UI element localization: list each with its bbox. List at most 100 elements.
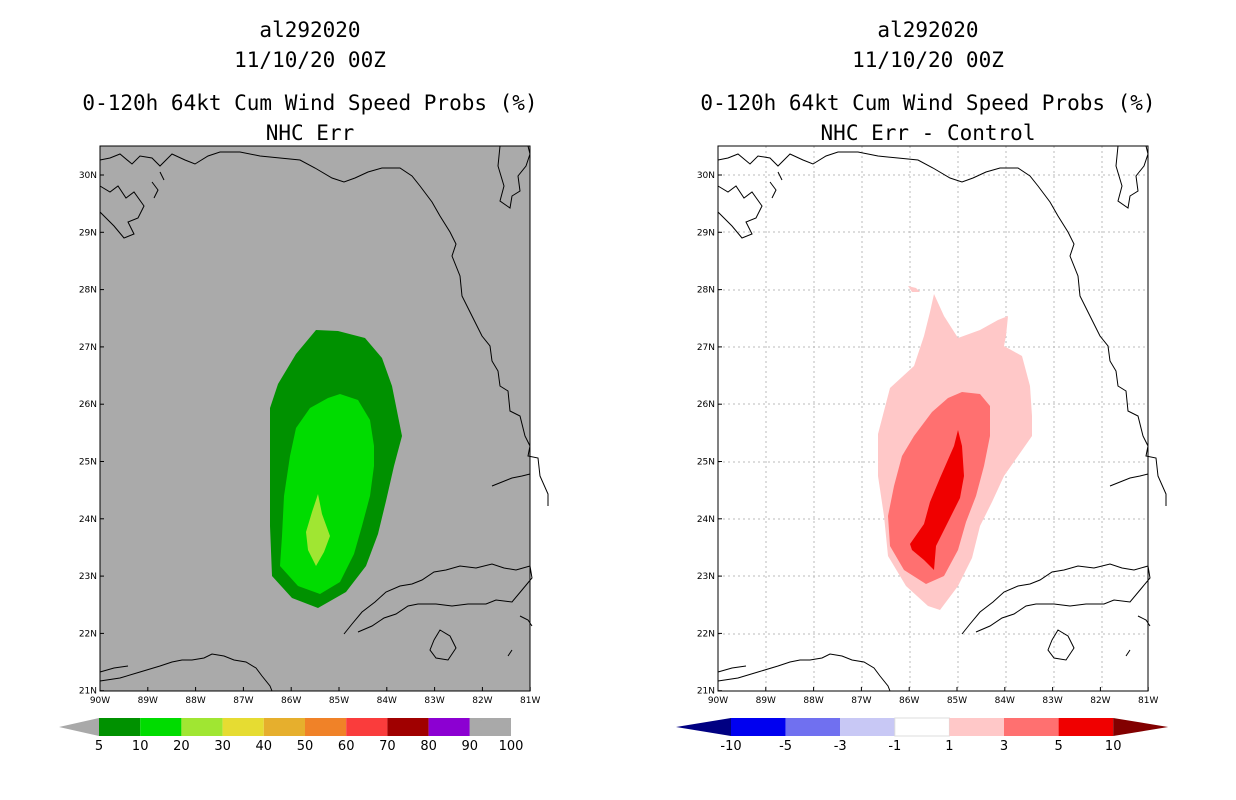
right-lat-label: 25N — [697, 458, 715, 468]
right-lon-label: 83W — [1042, 696, 1062, 706]
right-lat-label: 23N — [697, 572, 715, 582]
left-colorbar: 5 10 20 30 40 50 60 70 80 90 100 — [59, 718, 523, 754]
left-lat-label: 28N — [79, 286, 97, 296]
right-colorbar-low-arrow — [676, 718, 731, 736]
right-colorbar-high-arrow — [1113, 718, 1169, 736]
right-colorbar-label: 3 — [1000, 739, 1008, 754]
left-lat-label: 27N — [79, 343, 97, 353]
left-map — [99, 145, 549, 692]
right-colorbar-label: -5 — [779, 739, 792, 754]
right-lat-label: 28N — [697, 286, 715, 296]
right-colorbar-box — [840, 718, 895, 736]
right-map — [717, 145, 1167, 692]
right-colorbar-label: 10 — [1105, 739, 1122, 754]
right-lat-label: 27N — [697, 343, 715, 353]
left-colorbar-high-arrow — [469, 718, 510, 736]
left-datetime: 11/10/20 00Z — [234, 48, 386, 72]
left-colorbar-box — [305, 718, 347, 736]
left-colorbar-label: 70 — [379, 739, 396, 754]
right-datetime: 11/10/20 00Z — [852, 48, 1004, 72]
right-storm-id: al292020 — [877, 18, 979, 42]
left-lat-label: 23N — [79, 572, 97, 582]
right-colorbar-box — [731, 718, 786, 736]
left-lon-label: 83W — [424, 696, 444, 706]
left-lon-label: 87W — [233, 696, 253, 706]
left-lon-label: 86W — [281, 696, 301, 706]
left-colorbar-label: 100 — [499, 739, 524, 754]
right-lon-label: 88W — [803, 696, 823, 706]
left-colorbar-label: 80 — [420, 739, 437, 754]
right-lat-label: 29N — [697, 228, 715, 238]
right-contour-1b — [908, 286, 920, 292]
right-colorbar-box — [1004, 718, 1059, 736]
right-title: al292020 11/10/20 00Z — [678, 15, 1178, 75]
left-colorbar-box — [181, 718, 223, 736]
right-lat-label: 26N — [697, 400, 715, 410]
left-map-frame — [99, 145, 531, 692]
left-colorbar-label: 20 — [173, 739, 190, 754]
left-colorbar-box — [428, 718, 470, 736]
left-colorbar-box — [222, 718, 264, 736]
left-colorbar-box — [387, 718, 429, 736]
left-lon-label: 89W — [138, 696, 158, 706]
right-product: 0-120h 64kt Cum Wind Speed Probs (%) — [700, 91, 1156, 115]
left-colorbar-box — [263, 718, 305, 736]
left-colorbar-label: 10 — [132, 739, 149, 754]
left-lon-label: 88W — [185, 696, 205, 706]
left-lat-label: 30N — [79, 171, 97, 181]
right-lat-label: 22N — [697, 629, 715, 639]
right-lon-label: 87W — [851, 696, 871, 706]
right-lon-label: 86W — [899, 696, 919, 706]
left-colorbar-box — [140, 718, 182, 736]
left-lat-label: 24N — [79, 515, 97, 525]
right-lat-label: 24N — [697, 515, 715, 525]
right-colorbar-box — [894, 717, 950, 737]
right-lon-label: 84W — [995, 696, 1015, 706]
right-colorbar-box — [1058, 718, 1114, 736]
left-product-title: 0-120h 64kt Cum Wind Speed Probs (%) NHC… — [30, 88, 590, 148]
left-lon-label: 90W — [90, 696, 110, 706]
right-lon-label: 89W — [756, 696, 776, 706]
left-colorbar-label: 5 — [95, 739, 103, 754]
left-colorbar-label: 60 — [338, 739, 355, 754]
left-contour-10 — [280, 394, 374, 594]
right-subtitle: NHC Err - Control — [820, 121, 1036, 145]
left-lat-label: 22N — [79, 629, 97, 639]
right-colorbar-box — [785, 718, 841, 736]
right-lon-label: 90W — [708, 696, 728, 706]
right-colorbar-label: -1 — [888, 739, 901, 754]
right-product-title: 0-120h 64kt Cum Wind Speed Probs (%) NHC… — [648, 88, 1208, 148]
right-colorbar-label: -10 — [720, 739, 741, 754]
left-colorbar-low-arrow — [59, 718, 99, 736]
left-lat-label: 29N — [79, 228, 97, 238]
right-contour-5 — [910, 430, 964, 570]
left-colorbar-box — [99, 718, 141, 736]
left-subtitle: NHC Err — [265, 121, 355, 145]
right-colorbar: -10 -5 -3 -1 1 3 5 10 — [676, 717, 1169, 754]
right-lat-label: 30N — [697, 171, 715, 181]
left-storm-id: al292020 — [259, 18, 361, 42]
left-lon-label: 82W — [472, 696, 492, 706]
left-lat-label: 26N — [79, 400, 97, 410]
left-colorbar-label: 30 — [214, 739, 231, 754]
left-lon-label: 84W — [377, 696, 397, 706]
right-colorbar-label: 1 — [945, 739, 953, 754]
left-contour-20 — [306, 494, 330, 566]
right-colorbar-label: -3 — [834, 739, 847, 754]
left-colorbar-label: 50 — [297, 739, 314, 754]
left-lon-label: 85W — [329, 696, 349, 706]
right-colorbar-box — [949, 718, 1004, 736]
right-lon-label: 82W — [1090, 696, 1110, 706]
right-lon-label: 85W — [947, 696, 967, 706]
right-map-frame — [717, 145, 1149, 692]
left-lat-label: 25N — [79, 458, 97, 468]
left-product: 0-120h 64kt Cum Wind Speed Probs (%) — [82, 91, 538, 115]
left-lon-label: 81W — [520, 696, 540, 706]
left-colorbar-label: 90 — [462, 739, 479, 754]
left-lat-label: 21N — [79, 687, 97, 697]
right-lat-label: 21N — [697, 687, 715, 697]
left-title: al292020 11/10/20 00Z — [60, 15, 560, 75]
left-colorbar-box — [346, 718, 388, 736]
